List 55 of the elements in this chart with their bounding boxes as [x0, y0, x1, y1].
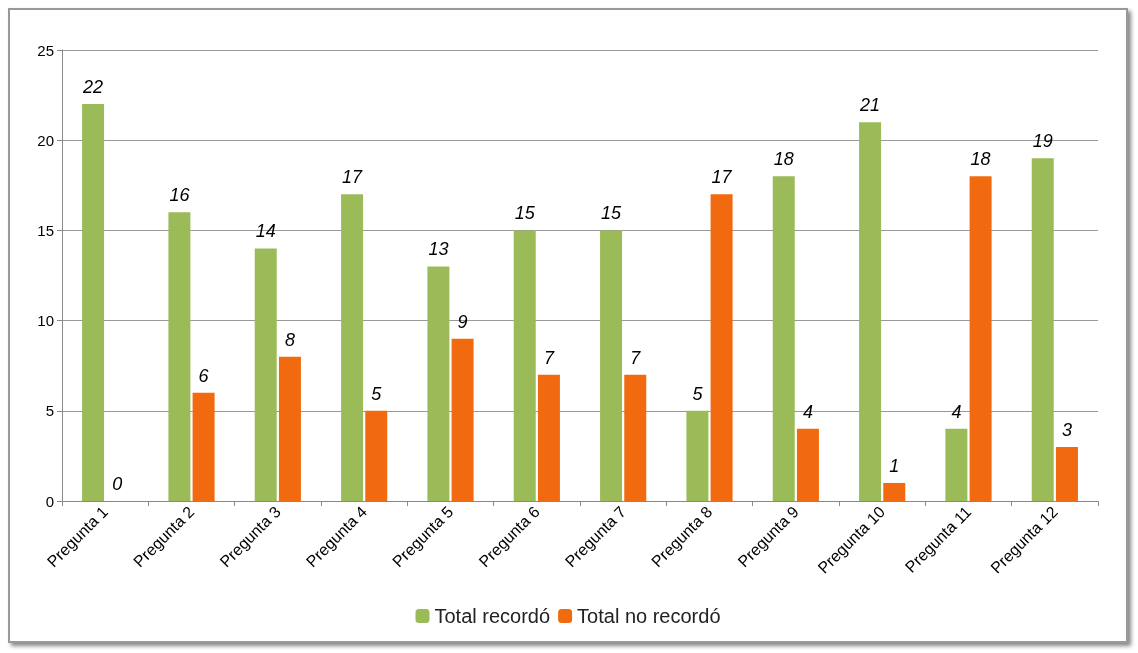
bar — [1055, 446, 1078, 501]
data-label: 8 — [284, 329, 295, 350]
data-label: 4 — [951, 401, 962, 422]
y-tick-label: 5 — [45, 402, 54, 420]
y-tick-label: 0 — [45, 492, 54, 510]
data-label: 22 — [82, 77, 104, 98]
bar — [254, 248, 277, 501]
y-tick-label: 10 — [37, 312, 54, 330]
bar — [796, 428, 819, 501]
bar — [686, 410, 709, 501]
legend-label: Total no recordó — [577, 605, 721, 627]
data-label: 17 — [342, 167, 364, 188]
bar — [710, 194, 733, 501]
y-tick-label: 15 — [37, 221, 54, 239]
data-label: 7 — [543, 347, 555, 368]
data-label: 16 — [169, 185, 191, 206]
bar — [537, 374, 560, 501]
data-label: 7 — [630, 347, 642, 368]
bar — [427, 266, 450, 501]
bar — [1031, 158, 1054, 501]
data-label: 5 — [371, 383, 383, 404]
data-label: 14 — [255, 221, 276, 242]
bar — [600, 230, 623, 501]
bar — [945, 428, 968, 501]
bar — [513, 230, 536, 501]
data-label: 15 — [601, 203, 623, 224]
bar — [451, 338, 474, 501]
bar — [278, 356, 301, 501]
bar — [365, 410, 388, 501]
data-label: 21 — [859, 95, 881, 116]
data-label: 18 — [773, 149, 794, 170]
y-tick-label: 20 — [37, 131, 54, 149]
data-label: 3 — [1061, 419, 1072, 440]
bar — [192, 392, 215, 501]
bar — [341, 194, 364, 501]
y-tick-label: 25 — [37, 41, 54, 59]
bar — [883, 482, 906, 501]
data-label: 18 — [970, 149, 991, 170]
data-label: 13 — [428, 239, 449, 260]
bar — [624, 374, 647, 501]
data-label: 6 — [198, 365, 210, 386]
data-label: 17 — [711, 167, 733, 188]
data-label: 0 — [112, 474, 123, 494]
data-label: 4 — [802, 401, 813, 422]
bar — [168, 212, 191, 501]
data-label: 9 — [457, 311, 468, 332]
legend-label: Total recordó — [434, 605, 551, 627]
data-label: 15 — [514, 203, 536, 224]
data-label: 1 — [889, 455, 900, 476]
bar — [969, 176, 992, 501]
data-label: 19 — [1032, 131, 1053, 152]
bar — [859, 122, 882, 501]
bar — [82, 104, 105, 501]
bar — [772, 176, 795, 501]
data-label: 5 — [692, 383, 704, 404]
